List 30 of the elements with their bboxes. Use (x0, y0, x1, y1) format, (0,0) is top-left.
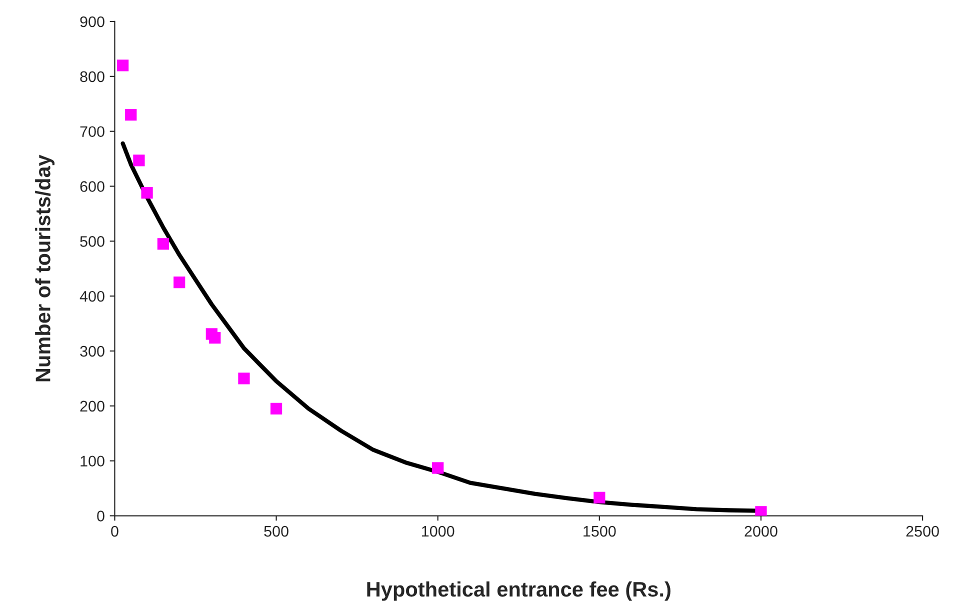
point (238, 372, 250, 384)
x-axis-title: Hypothetical entrance fee (Rs.) (367, 581, 670, 601)
point (174, 276, 186, 288)
y-tick-label: 900 (80, 16, 104, 28)
point (432, 462, 444, 474)
point (133, 154, 145, 166)
x-tick-label: 2000 (744, 526, 778, 537)
y-tick-label: 800 (80, 71, 104, 82)
point (270, 402, 282, 414)
y-tick-label: 600 (80, 181, 104, 192)
y-tick-label: 200 (80, 400, 104, 412)
x-tick-label: 1000 (422, 526, 454, 537)
point (594, 492, 606, 504)
x-tick-label: 2500 (906, 526, 939, 537)
x-tick-label: 1500 (584, 526, 616, 537)
y-tick-label: 300 (80, 346, 104, 357)
y-axis-title: Number of tourists/day (35, 154, 55, 382)
y-tick-label: 400 (80, 290, 104, 302)
point (116, 60, 129, 72)
y-tick-label: 100 (80, 456, 104, 467)
point (755, 506, 767, 516)
y-tick-label: 0 (97, 510, 104, 522)
x-tick-label: 500 (264, 526, 288, 537)
y-tick-label: 700 (80, 126, 104, 138)
point (141, 187, 153, 199)
point (125, 109, 137, 121)
x-tick-label: 0 (111, 526, 118, 537)
point (157, 238, 169, 250)
y-tick-label: 500 (80, 236, 104, 247)
point (209, 332, 221, 344)
